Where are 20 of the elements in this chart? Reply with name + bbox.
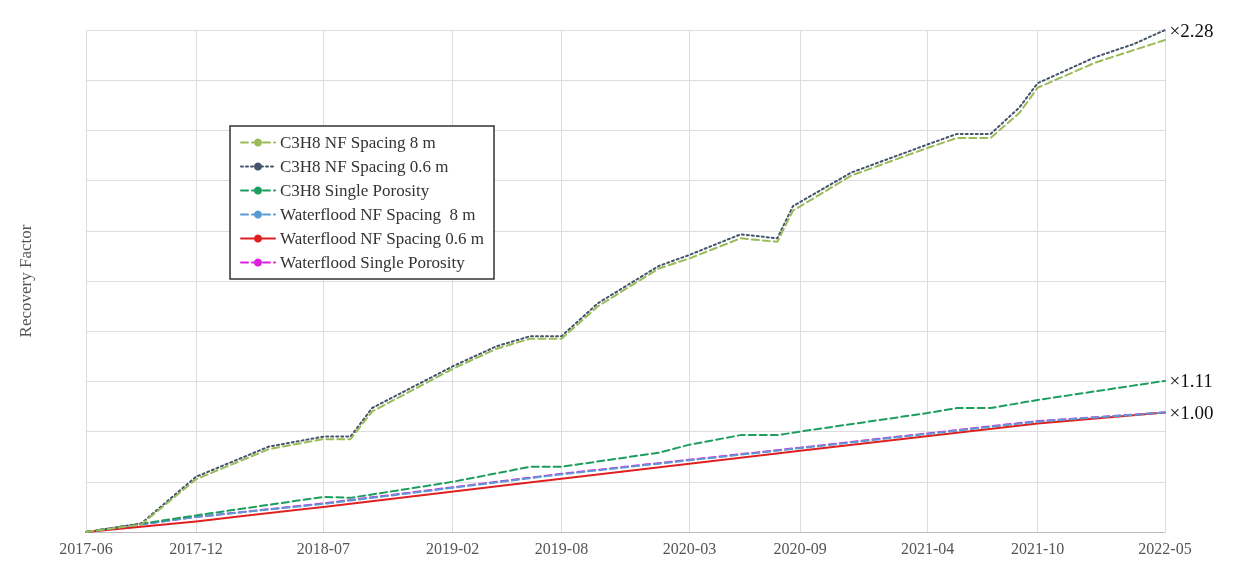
legend-label: C3H8 NF Spacing 8 m	[280, 133, 436, 152]
x-tick-label: 2020-09	[773, 539, 827, 557]
legend-label: Waterflood Single Porosity	[280, 253, 466, 272]
x-tick-label: 2018-07	[296, 539, 351, 557]
annotation: ×1.11	[1169, 370, 1213, 392]
x-tick-label: 2019-08	[534, 539, 589, 557]
x-tick-label: 2019-02	[426, 539, 480, 557]
annotation: ×1.00	[1169, 402, 1214, 424]
x-tick-label: 2021-10	[1010, 539, 1065, 557]
x-tick-label: 2017-12	[169, 539, 223, 557]
annotation: ×2.28	[1169, 19, 1214, 41]
legend-label: C3H8 NF Spacing 0.6 m	[280, 157, 449, 176]
legend-label: C3H8 Single Porosity	[280, 181, 430, 200]
legend-label: Waterflood NF Spacing 0.6 m	[280, 229, 485, 248]
x-tick-label: 2017-06	[59, 539, 113, 557]
legend-label: Waterflood NF Spacing 8 m	[280, 205, 476, 224]
y-axis-title: Recovery Factor	[16, 224, 35, 338]
x-tick-label: 2021-04	[900, 539, 955, 557]
x-tick-label: 2022-05	[1138, 539, 1192, 557]
x-tick-label: 2020-03	[662, 539, 717, 557]
